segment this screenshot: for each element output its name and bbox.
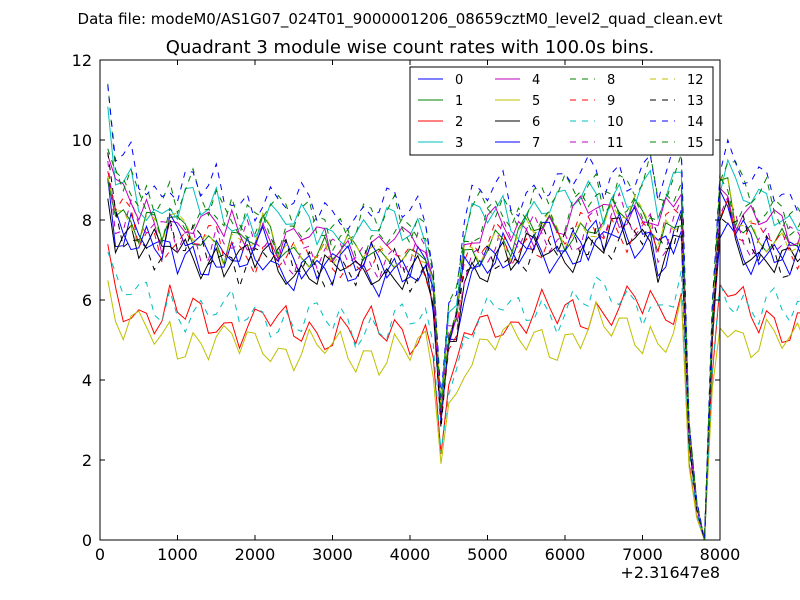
y-tick-label: 12 [72,51,92,70]
series-line-12 [107,176,800,541]
series-line-1 [107,177,800,541]
legend-label-7: 7 [532,136,540,151]
legend-label-5: 5 [532,94,540,109]
series-line-15 [107,148,800,541]
plot-lines [107,83,800,541]
chart-title: Quadrant 3 module wise count rates with … [166,37,655,58]
legend-label-11: 11 [607,136,624,151]
x-tick-label: 7000 [622,545,663,564]
legend-label-4: 4 [532,73,540,88]
series-line-10 [107,251,800,541]
legend-label-12: 12 [687,73,704,88]
series-line-14 [107,85,800,541]
legend-label-6: 6 [532,115,540,130]
series-line-13 [107,152,800,541]
x-tick-label: 8000 [700,545,741,564]
y-tick-label: 2 [82,451,92,470]
series-line-3 [107,106,800,541]
x-tick-label: 5000 [467,545,508,564]
series-line-8 [107,83,800,541]
x-axis-offset-label: +2.31647e8 [620,563,720,582]
x-tick-label: 2000 [235,545,276,564]
legend-label-14: 14 [687,115,704,130]
figure-suptitle: Data file: modeM0/AS1G07_024T01_90000012… [78,10,723,29]
legend-label-9: 9 [607,94,615,109]
y-tick-label: 6 [82,291,92,310]
x-axis-ticks: 0 1000 2000 3000 4000 5000 6000 7000 8000 [95,60,740,564]
series-line-2 [107,244,800,541]
legend-label-15: 15 [687,136,704,151]
legend-label-2: 2 [455,115,463,130]
x-tick-label: 6000 [545,545,586,564]
legend-box [409,66,714,156]
legend-label-10: 10 [607,115,624,130]
y-tick-label: 10 [72,131,92,150]
legend-label-8: 8 [607,73,615,88]
series-line-5 [107,280,800,541]
series-line-7 [107,176,800,541]
y-tick-label: 0 [82,531,92,550]
x-tick-label: 0 [95,545,105,564]
legend-label-0: 0 [455,73,463,88]
y-tick-label: 8 [82,211,92,230]
series-line-0 [107,178,800,541]
legend-label-3: 3 [455,136,463,151]
series-line-4 [107,154,800,541]
legend-label-13: 13 [687,94,704,109]
legend-label-1: 1 [455,94,463,109]
y-tick-label: 4 [82,371,92,390]
x-tick-label: 4000 [390,545,431,564]
x-tick-label: 1000 [157,545,198,564]
series-line-9 [107,171,800,541]
x-tick-label: 3000 [312,545,353,564]
